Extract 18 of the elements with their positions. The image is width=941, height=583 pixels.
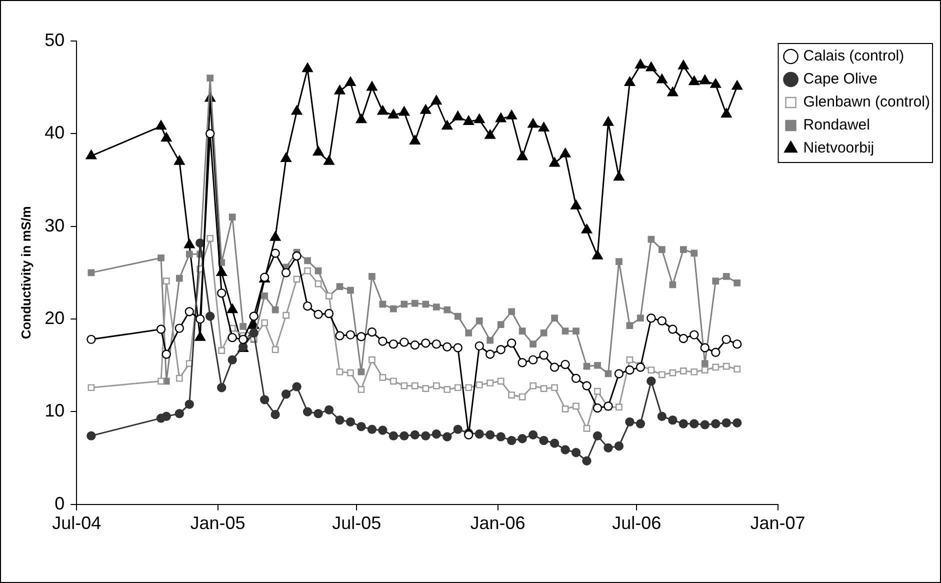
legend-label: Glenbawn (control)	[803, 94, 930, 111]
x-tick-label: Jul-04	[52, 513, 102, 534]
x-tick-label: Jan-07	[750, 513, 806, 534]
y-tick-label: 30	[44, 215, 65, 236]
x-tick-label: Jan-06	[470, 513, 526, 534]
y-tick-label: 40	[44, 122, 65, 143]
y-tick-label: 10	[44, 400, 65, 421]
x-tick-label: Jan-05	[190, 513, 246, 534]
legend-label: Nietvoorbij	[803, 140, 874, 157]
y-tick-label: 0	[54, 493, 65, 514]
legend-label: Rondawel	[803, 116, 870, 134]
x-tick-label: Jul-05	[332, 513, 382, 534]
legend-label: Cape Olive	[803, 70, 878, 88]
x-tick-label: Jul-06	[612, 513, 662, 534]
y-axis-title: Conductivity in mS/m	[18, 206, 34, 340]
y-tick-label: 20	[44, 308, 65, 328]
y-tick-label: 50	[44, 30, 65, 50]
legend-label: Calais (control)	[803, 48, 904, 65]
